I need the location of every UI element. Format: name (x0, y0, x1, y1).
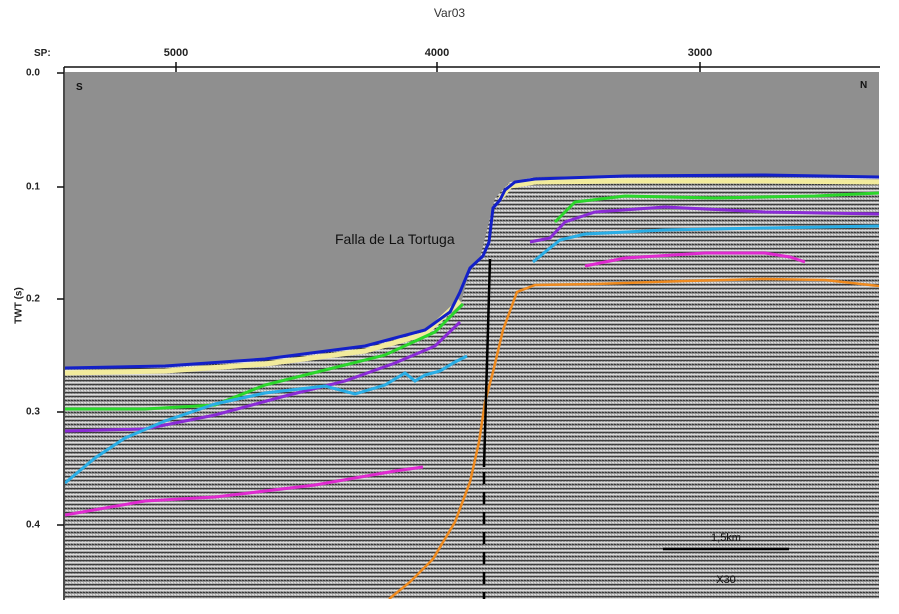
y-tick-label: 0.4 (26, 519, 40, 531)
magenta-horizon (65, 251, 806, 517)
y-tick-label: 0.2 (26, 293, 40, 305)
sp-tick-label: 5000 (163, 47, 189, 59)
y-tick-label: 0.1 (26, 181, 40, 193)
scale-bar-length: 1,5km (711, 532, 741, 544)
seafloor-horizon (65, 173, 879, 370)
section-title: Var03 (433, 6, 466, 20)
sp-axis-label: SP: (34, 48, 51, 59)
vertical-exaggeration: X30 (716, 574, 736, 586)
seismic-section: Falla de La Tortuga S N 1,5km X30 (65, 72, 879, 599)
cyan-horizon (65, 224, 879, 485)
fault-label: Falla de La Tortuga (335, 231, 455, 247)
sp-tick-label: 3000 (687, 47, 713, 59)
fault-line (482, 258, 492, 468)
green-horizon (65, 191, 879, 411)
y-tick-label: 0.3 (26, 406, 40, 418)
sp-tick-label: 4000 (424, 47, 450, 59)
direction-north: N (860, 80, 867, 91)
y-tick-label: 0.0 (26, 67, 40, 79)
direction-south: S (76, 82, 83, 93)
orange-horizon (388, 277, 879, 599)
